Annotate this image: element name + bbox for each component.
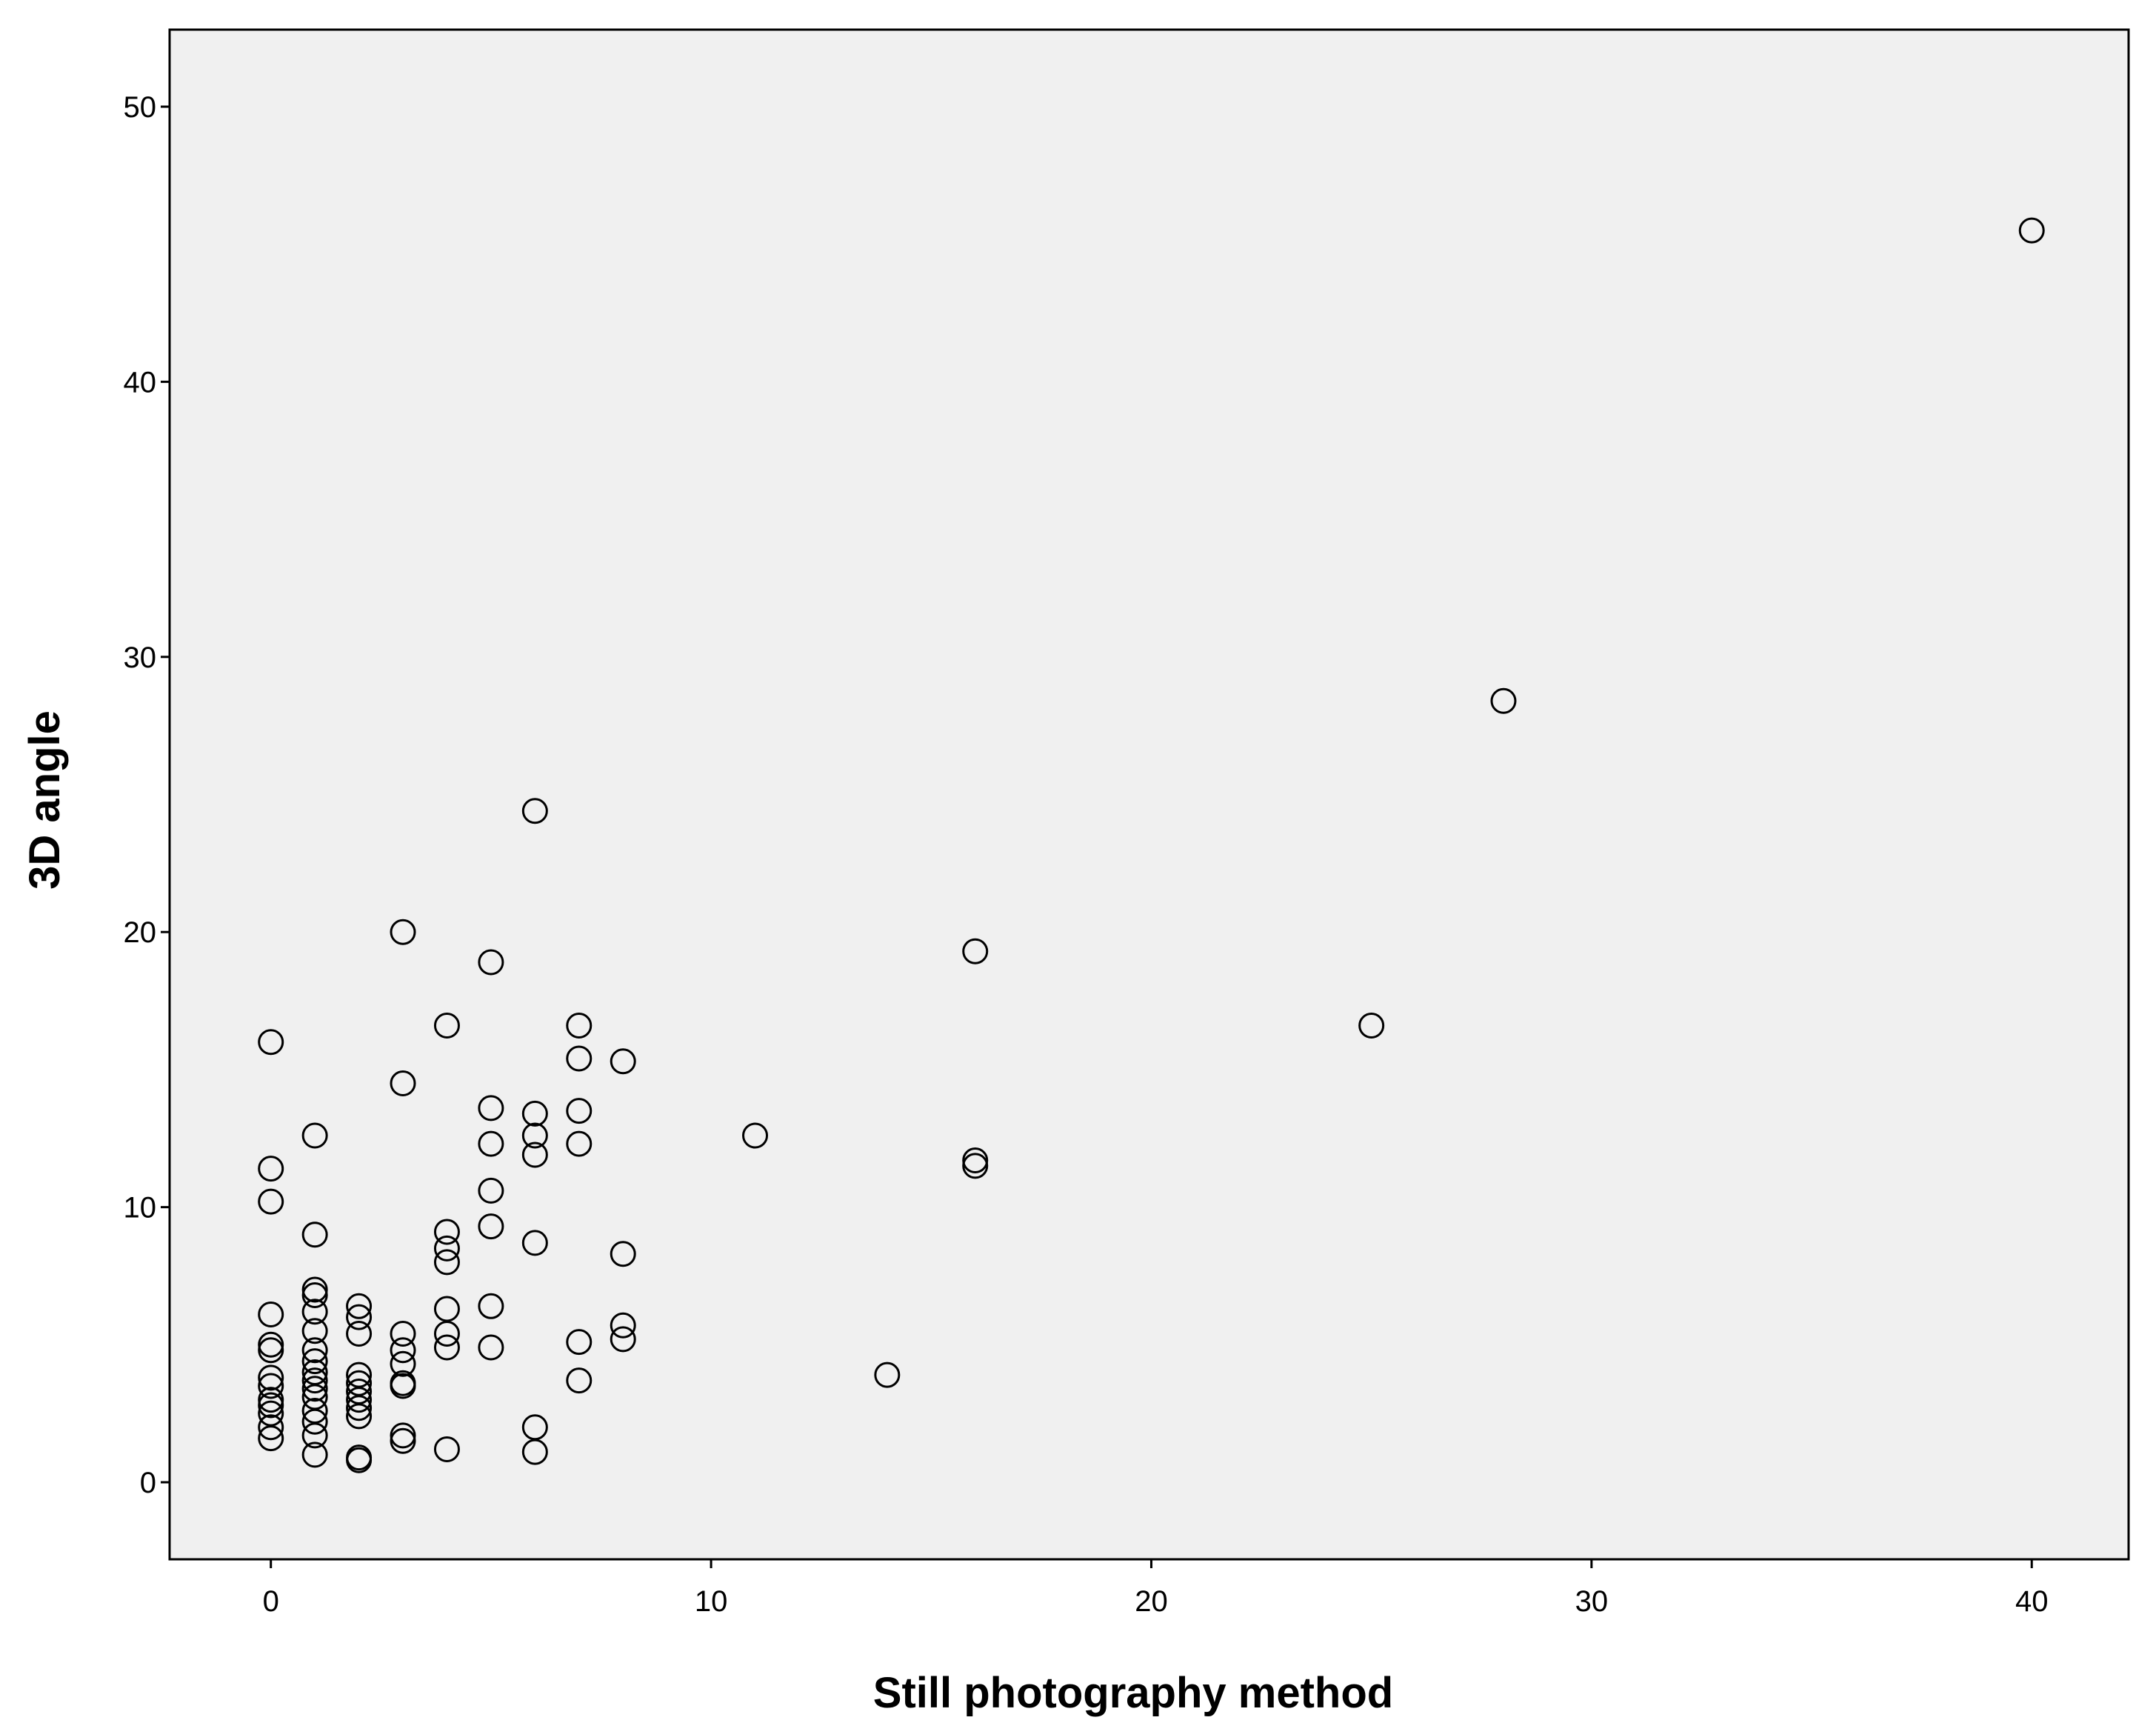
y-tick-label: 20 <box>124 916 157 949</box>
data-point <box>390 919 416 945</box>
data-point <box>521 798 548 824</box>
x-tick-label: 0 <box>263 1585 279 1618</box>
data-point <box>521 1100 548 1127</box>
y-axis-title: 3D angle <box>21 710 69 890</box>
data-point <box>301 1422 328 1449</box>
data-point <box>566 1329 593 1356</box>
data-point <box>566 1012 593 1039</box>
data-point <box>258 1364 284 1391</box>
data-point <box>301 1408 328 1435</box>
data-point <box>478 1334 504 1361</box>
data-point <box>301 1367 328 1394</box>
data-point <box>610 1312 636 1339</box>
data-point <box>301 1276 328 1303</box>
data-point <box>742 1122 769 1149</box>
data-point <box>258 1331 284 1358</box>
data-point <box>390 1070 416 1096</box>
data-point <box>258 1188 284 1215</box>
data-point <box>258 1337 284 1364</box>
data-point <box>478 1293 504 1319</box>
data-point <box>521 1142 548 1168</box>
x-tick-label: 40 <box>2015 1585 2049 1618</box>
x-tick-label: 30 <box>1575 1585 1609 1618</box>
data-point <box>258 1425 284 1452</box>
data-point <box>566 1367 593 1394</box>
data-point <box>610 1048 636 1075</box>
y-tick-label: 10 <box>124 1192 157 1224</box>
data-point <box>433 1219 460 1245</box>
data-point <box>874 1362 901 1388</box>
data-point <box>962 1153 989 1179</box>
data-point <box>478 949 504 976</box>
data-point <box>390 1350 416 1377</box>
data-point <box>521 1439 548 1465</box>
data-point <box>610 1241 636 1267</box>
data-point <box>390 1373 416 1399</box>
x-axis-title: Still photography method <box>873 1669 1393 1717</box>
data-point <box>346 1304 373 1330</box>
data-point <box>346 1447 373 1473</box>
data-point <box>301 1376 328 1402</box>
data-point <box>566 1098 593 1124</box>
x-tick-label: 10 <box>695 1585 728 1618</box>
data-point <box>346 1403 373 1430</box>
data-point <box>478 1130 504 1157</box>
data-point <box>301 1282 328 1308</box>
x-axis: 0 10 20 30 40 <box>263 1559 2049 1618</box>
data-point <box>478 1213 504 1240</box>
data-point <box>346 1293 373 1319</box>
data-point <box>433 1436 460 1462</box>
data-point <box>521 1230 548 1256</box>
data-point <box>433 1334 460 1361</box>
data-point <box>301 1122 328 1149</box>
y-tick-label: 30 <box>124 641 157 674</box>
data-point <box>390 1427 416 1454</box>
data-point <box>258 1029 284 1056</box>
data-point <box>566 1130 593 1157</box>
data-point <box>962 938 989 964</box>
data-point <box>521 1122 548 1149</box>
data-point <box>258 1373 284 1399</box>
data-point <box>610 1326 636 1353</box>
data-point <box>301 1299 328 1325</box>
plot-area <box>168 28 2130 1561</box>
data-point <box>301 1222 328 1248</box>
data-point <box>346 1320 373 1347</box>
data-point <box>346 1387 373 1413</box>
data-point <box>258 1301 284 1327</box>
y-tick-label: 40 <box>124 366 157 399</box>
data-point <box>478 1095 504 1122</box>
data-point <box>258 1387 284 1413</box>
y-tick-label: 0 <box>140 1467 156 1499</box>
data-point <box>1358 1012 1385 1039</box>
data-point <box>301 1318 328 1344</box>
data-point <box>433 1249 460 1276</box>
data-point <box>433 1320 460 1347</box>
data-point <box>258 1392 284 1419</box>
data-point <box>346 1395 373 1422</box>
data-point <box>301 1337 328 1364</box>
data-point <box>301 1442 328 1468</box>
data-point <box>566 1045 593 1072</box>
data-point <box>433 1235 460 1262</box>
y-tick-label: 50 <box>124 91 157 124</box>
data-point <box>390 1320 416 1347</box>
data-points <box>258 217 2045 1473</box>
data-point <box>1490 687 1517 714</box>
x-tick-label: 20 <box>1135 1585 1168 1618</box>
data-point <box>390 1422 416 1449</box>
data-point <box>962 1147 989 1173</box>
data-point <box>433 1012 460 1039</box>
data-point <box>258 1414 284 1441</box>
data-point <box>258 1156 284 1182</box>
data-point <box>390 1337 416 1364</box>
data-point <box>478 1177 504 1204</box>
data-point <box>301 1348 328 1375</box>
y-axis: 0 10 20 30 40 50 <box>124 91 170 1499</box>
data-point <box>2018 217 2045 244</box>
